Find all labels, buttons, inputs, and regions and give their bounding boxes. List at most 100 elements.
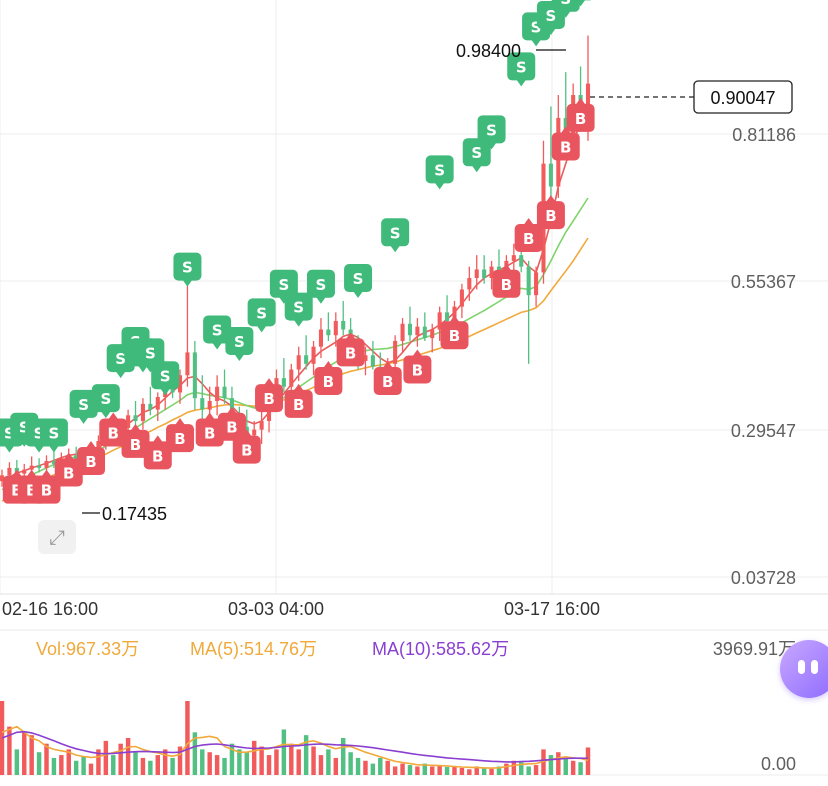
volume-ma-line	[1, 730, 589, 763]
candle-body	[74, 455, 79, 460]
marker-badge	[566, 103, 595, 132]
volume-max-label: 3969.91万	[713, 639, 796, 659]
marker-badge	[166, 424, 195, 453]
volume-bar	[326, 749, 331, 775]
candle-body	[407, 323, 413, 336]
buy-marker: B	[217, 406, 246, 441]
buy-marker: B	[536, 195, 565, 230]
marker-badge	[551, 0, 580, 12]
volume-bar	[452, 766, 457, 775]
volume-bar	[266, 755, 272, 775]
marker-badge	[91, 384, 120, 413]
volume-bar	[422, 763, 428, 775]
marker-pointer	[576, 0, 586, 7]
marker-pointer	[531, 39, 542, 47]
candle-body	[207, 401, 212, 410]
buy-marker: B	[514, 218, 543, 253]
expand-arrows-icon[interactable]: ⤢	[38, 520, 76, 554]
volume-bar	[392, 766, 398, 775]
volume-bar	[7, 726, 12, 775]
marker-label: B	[293, 396, 304, 414]
marker-label: S	[256, 304, 267, 322]
marker-label: S	[434, 161, 445, 179]
volume-bar	[14, 749, 20, 775]
candle-body	[29, 465, 34, 470]
marker-label: B	[11, 482, 22, 500]
marker-label: B	[130, 436, 141, 454]
candle-body	[259, 421, 264, 430]
candle-body	[311, 346, 316, 364]
volume-bar	[311, 746, 316, 775]
low-price-label: 0.17435	[102, 504, 167, 524]
marker-label: S	[278, 276, 289, 294]
volume-bar	[296, 749, 301, 775]
volume-bar	[244, 752, 250, 775]
volume-bar	[526, 766, 531, 775]
marker-badge	[232, 435, 261, 464]
volume-bar	[333, 757, 339, 775]
ma5-legend: MA(5):514.76万	[190, 639, 317, 659]
assistant-eye	[811, 660, 818, 674]
volume-bar	[430, 766, 435, 775]
marker-label: B	[41, 482, 52, 500]
volume-bar	[281, 729, 287, 775]
volume-bar	[29, 735, 34, 775]
marker-pointer	[560, 126, 571, 134]
candle-body	[326, 329, 331, 336]
marker-label: S	[234, 333, 245, 351]
volume-bar	[155, 755, 160, 775]
volume-bar	[185, 700, 190, 775]
marker-badge	[284, 292, 313, 321]
marker-label: S	[145, 344, 156, 362]
candle-body	[252, 429, 257, 436]
time-tick-label: 03-17 16:00	[504, 599, 600, 619]
marker-badge	[143, 441, 172, 470]
sell-marker: S	[381, 218, 410, 253]
candle-body	[519, 255, 524, 267]
buy-marker: B	[336, 332, 365, 367]
volume-bar	[511, 760, 517, 775]
candle-body	[222, 386, 227, 399]
candle-body	[341, 320, 346, 330]
volume-bar	[407, 765, 413, 775]
volume-bar	[289, 743, 294, 775]
marker-badge	[284, 389, 313, 418]
volume-bar	[504, 763, 509, 775]
marker-label: S	[390, 224, 401, 242]
sell-marker: S	[203, 315, 232, 350]
volume-bar	[563, 757, 568, 775]
candle-body	[155, 397, 160, 410]
candle-body	[467, 278, 472, 290]
candle-body	[437, 312, 442, 330]
marker-pointer	[486, 142, 497, 150]
marker-badge	[247, 298, 276, 327]
marker-badge	[536, 201, 565, 230]
candle-body	[430, 329, 435, 339]
marker-badge	[203, 315, 232, 344]
volume-bar	[103, 740, 109, 775]
volume-bar	[200, 749, 205, 775]
candle-body	[37, 465, 42, 468]
marker-label: B	[545, 207, 556, 225]
marker-label: B	[382, 373, 393, 391]
buy-marker: B	[232, 429, 261, 464]
volume-bar	[237, 749, 242, 775]
marker-pointer	[100, 411, 111, 419]
candle-body	[585, 83, 591, 113]
candle-body	[22, 469, 27, 474]
candle-body	[422, 326, 427, 339]
volume-bar	[363, 760, 368, 775]
marker-label: S	[78, 396, 89, 414]
volume-bar	[355, 757, 361, 775]
assistant-face-icon[interactable]	[780, 640, 828, 698]
marker-label: B	[412, 362, 423, 380]
volume-bars	[0, 700, 591, 775]
candle-body	[400, 323, 405, 341]
marker-badge	[195, 418, 224, 447]
marker-label: B	[204, 424, 215, 442]
marker-pointer	[560, 10, 571, 18]
marker-pointer	[516, 79, 527, 87]
candle-body	[445, 312, 450, 321]
marker-pointer	[160, 388, 171, 396]
